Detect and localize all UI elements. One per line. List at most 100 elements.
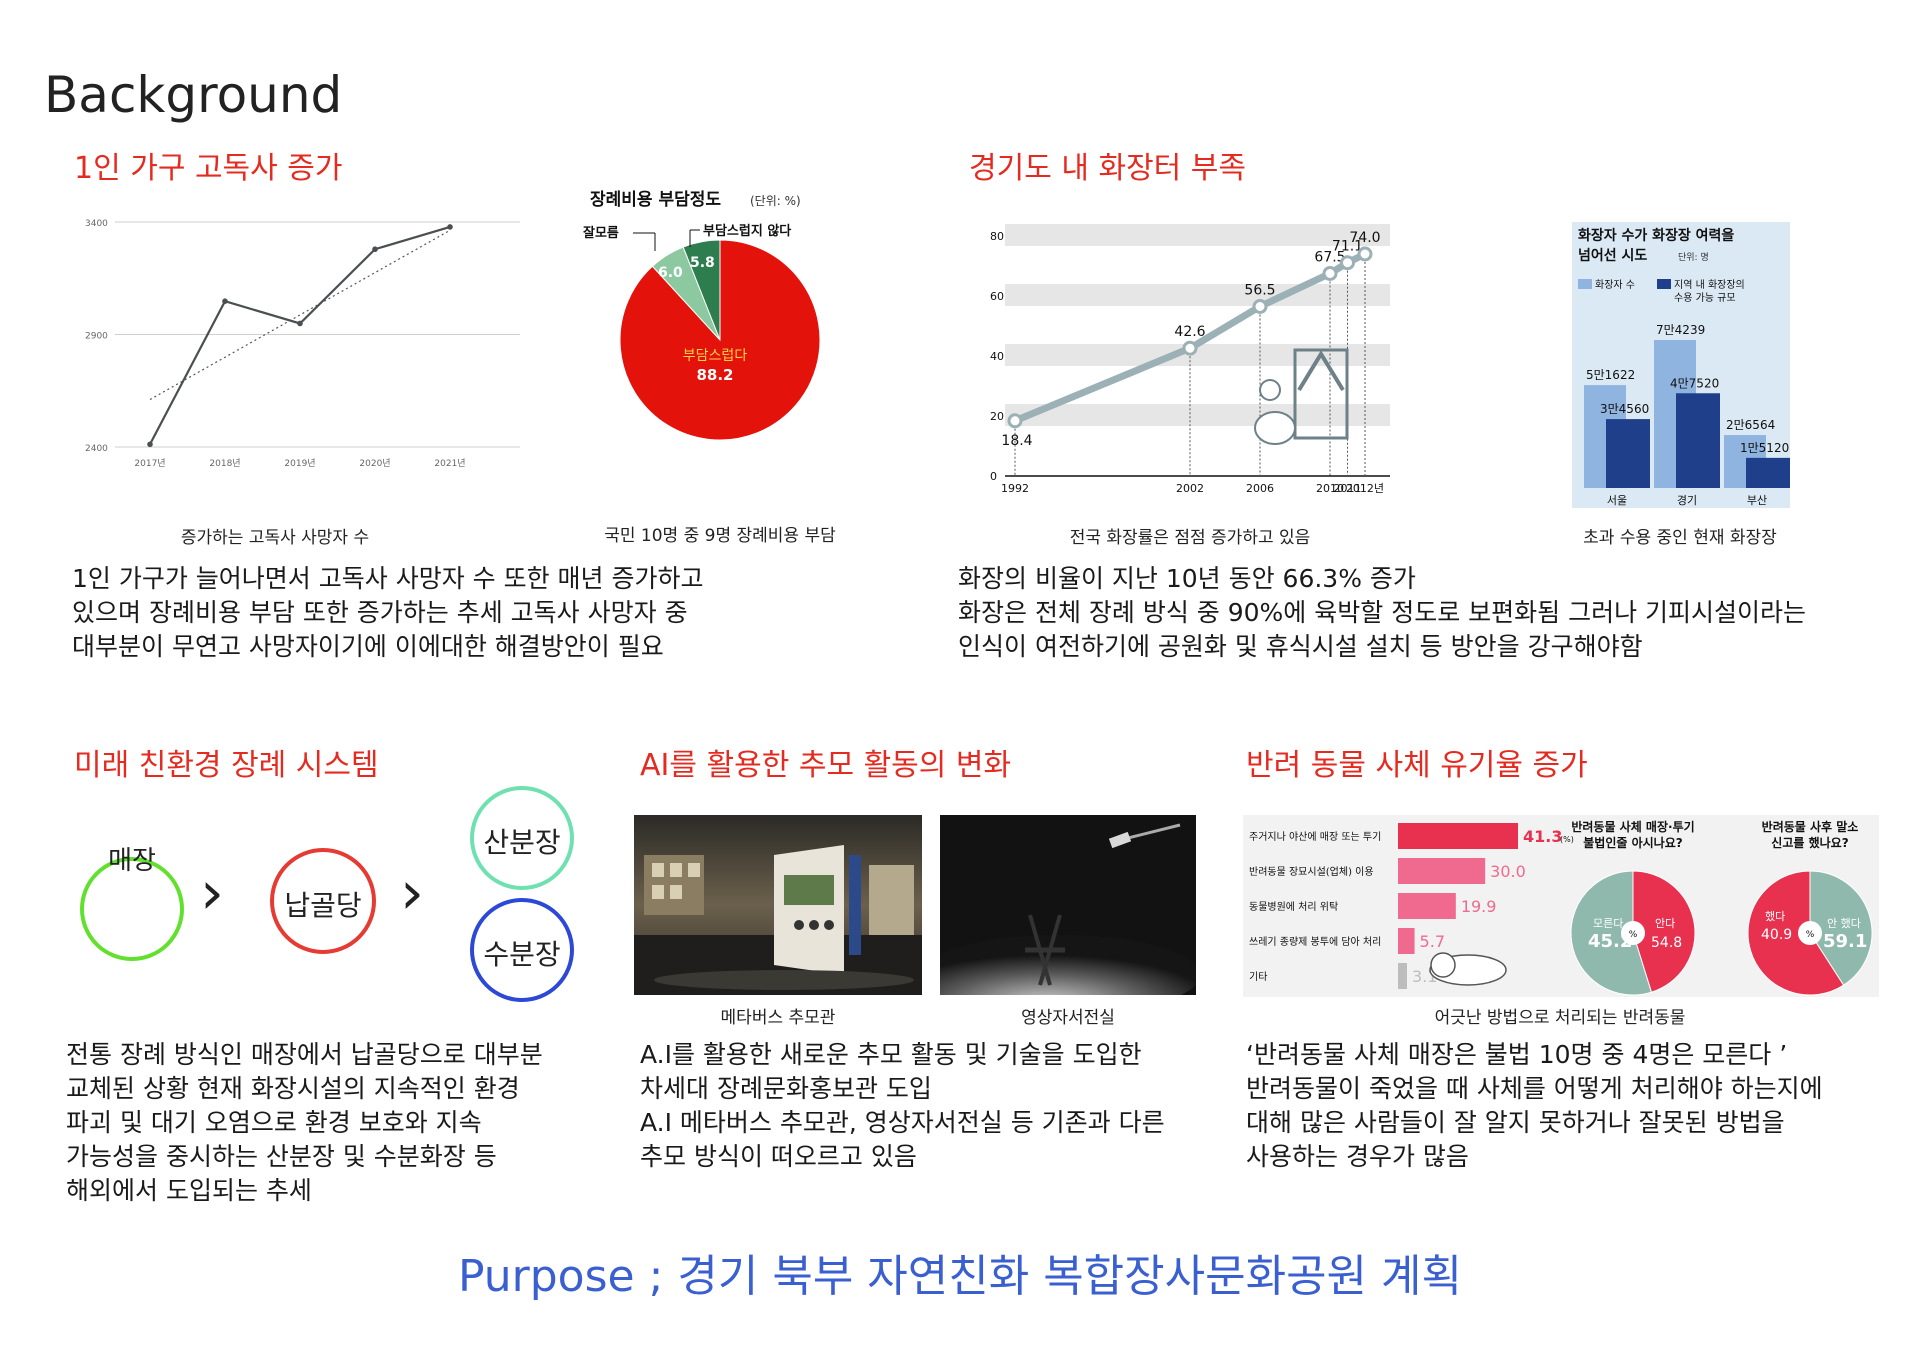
section-title-lonely-death: 1인 가구 고독사 증가 <box>74 151 343 186</box>
section-body-pet-abandonment: ‘반려동물 사체 매장은 불법 10명 중 4명은 모른다 ’ 반려동물이 죽었… <box>1246 1040 1823 1171</box>
category-label: 주거지나 야산에 매장 또는 투기 <box>1249 831 1381 843</box>
grid-band <box>1005 404 1390 426</box>
data-point <box>1182 340 1198 356</box>
donut-slice <box>1747 870 1845 996</box>
legend-swatch <box>1657 279 1671 289</box>
slice-value: 54.8 <box>1651 935 1682 951</box>
legend-label: 지역 내 화장장의 <box>1674 279 1745 291</box>
y-tick-label: 0 <box>990 470 997 483</box>
donut-title: 신고를 했나요? <box>1771 835 1848 850</box>
legend-label: 수용 가능 규모 <box>1674 292 1736 304</box>
water-burial-label: 수분장 <box>483 938 561 971</box>
bar-label: 1만5120 <box>1740 441 1789 455</box>
data-point <box>1340 255 1355 271</box>
bar-label: 7만4239 <box>1656 323 1705 337</box>
chart-title: 장례비용 부담정도 <box>590 190 721 210</box>
donut-slice <box>1632 870 1696 993</box>
section-body-crematorium: 화장의 비율이 지난 10년 동안 66.3% 증가 화장은 전체 장례 방식 … <box>958 564 1807 661</box>
data-label: 19.9 <box>1461 897 1497 916</box>
trendline <box>149 229 451 401</box>
grid-band <box>1005 224 1390 246</box>
bar <box>1398 823 1518 849</box>
bar-label: 4만7520 <box>1670 376 1719 390</box>
category-label: 기타 <box>1249 971 1267 983</box>
section-body-lonely-death: 1인 가구가 늘어나면서 고독사 사망자 수 또한 매년 증가하고 있으며 장례… <box>72 564 704 661</box>
data-point <box>1007 413 1023 429</box>
y-tick-label: 3400 <box>85 219 108 229</box>
bar-label: 2만6564 <box>1726 418 1775 432</box>
section-body-ai-memorial: A.I를 활용한 새로운 추모 활동 및 기술을 도입한 차세대 장례문화홍보관… <box>640 1040 1165 1171</box>
x-tick-label: 2021년 <box>434 458 465 469</box>
bar <box>1606 419 1650 488</box>
y-tick-label: 40 <box>990 350 1004 363</box>
donut-title: 반려동물 사후 말소 <box>1762 819 1859 834</box>
slice-value: 88.2 <box>696 366 733 384</box>
bar <box>1398 963 1408 989</box>
x-tick-label: 2006 <box>1246 482 1274 495</box>
columbarium-label: 납골당 <box>284 889 362 922</box>
data-point <box>147 441 153 448</box>
data-label: 18.4 <box>1001 433 1032 449</box>
donut-title: 불법인줄 아시나요? <box>1583 835 1682 850</box>
data-point <box>372 246 378 253</box>
funeral-cost-pie-chart: 장례비용 부담정도 (단위: %) 부담스럽다 88.2 6.0 5.8 잘모름 부담스럽지 … <box>583 190 821 441</box>
slice-label: 부담스럽다 <box>683 348 748 364</box>
series-line <box>149 225 451 445</box>
purpose-statement: Purpose ; 경기 북부 자연친화 복합장사문화공원 계획 <box>458 1251 1462 1302</box>
bar <box>1398 893 1456 919</box>
data-label: 67.5 <box>1314 250 1345 266</box>
columbarium-circle: 납골당 <box>270 848 376 954</box>
arrow-icon: › <box>400 858 424 928</box>
lonely-death-line-chart: 3400 2900 2400 2017년 2018년 2019년 2020년 2021년 <box>85 219 520 469</box>
data-label: 42.6 <box>1174 324 1205 340</box>
bar <box>1746 457 1790 488</box>
bar <box>1398 928 1415 954</box>
data-point <box>1357 246 1373 262</box>
category-label: 반려동물 장묘시설(업체) 이용 <box>1249 865 1374 878</box>
legend-swatch <box>1578 279 1592 289</box>
data-label: 71.1 <box>1332 239 1363 255</box>
category-label: 부산 <box>1747 494 1767 507</box>
bar <box>1398 858 1486 884</box>
slice-value: 5.8 <box>690 255 715 271</box>
urn-icon <box>1254 411 1296 445</box>
caption-lonely-death-chart: 증가하는 고독사 사망자 수 <box>180 528 370 548</box>
donut-slice <box>1570 870 1653 996</box>
scattering-circle: 산분장 <box>470 786 574 890</box>
data-label: 30.0 <box>1490 862 1526 881</box>
donut-center-label: % <box>1629 930 1638 940</box>
data-point <box>1252 299 1268 314</box>
category-label: 경기 <box>1677 494 1697 507</box>
x-tick-label: 2017년 <box>134 458 165 469</box>
legend-label: 화장자 수 <box>1595 279 1635 291</box>
video-autobiography-studio-photo <box>940 815 1196 995</box>
burial-label: 매장 <box>108 846 156 876</box>
data-label: 56.5 <box>1244 283 1275 299</box>
page-title: Background <box>44 66 343 124</box>
y-tick-label: 20 <box>990 410 1004 423</box>
slice-value: 45.2 <box>1588 931 1632 952</box>
category-label: 쓰레기 종량제 봉투에 담아 처리 <box>1249 936 1381 948</box>
slice-label: 안다 <box>1655 917 1675 930</box>
donut-hole <box>1621 921 1645 945</box>
caption-video-autobiography: 영상자서전실 <box>1021 1008 1115 1028</box>
slice-label: 모른다 <box>1593 917 1623 930</box>
section-title-eco-funeral: 미래 친환경 장례 시스템 <box>74 748 379 783</box>
grid-band <box>1005 284 1390 306</box>
slice-value: 59.1 <box>1823 931 1867 952</box>
donut-center-label: % <box>1806 930 1815 940</box>
x-tick-label: 2019년 <box>284 458 315 469</box>
caption-metaverse-memorial: 메타버스 추모관 <box>720 1008 836 1028</box>
section-title-crematorium: 경기도 내 화장터 부족 <box>969 151 1247 186</box>
y-tick-label: 60 <box>990 290 1004 303</box>
chart-unit: (단위: %) <box>750 194 801 208</box>
caption-cremation-rate: 전국 화장률은 점점 증가하고 있음 <box>1069 528 1311 548</box>
caption-funeral-cost-pie: 국민 10명 중 9명 장례비용 부담 <box>604 526 836 546</box>
data-label: 41.3 <box>1523 827 1562 846</box>
pet-disposal-infographic: 주거지나 야산에 매장 또는 투기 41.3 (%) 반려동물 장묘시설(업체) 이용… <box>1243 815 1879 997</box>
slice-value: 6.0 <box>658 265 683 281</box>
x-tick-label: 2011 <box>1334 482 1362 495</box>
unit-label: (%) <box>1560 835 1574 844</box>
